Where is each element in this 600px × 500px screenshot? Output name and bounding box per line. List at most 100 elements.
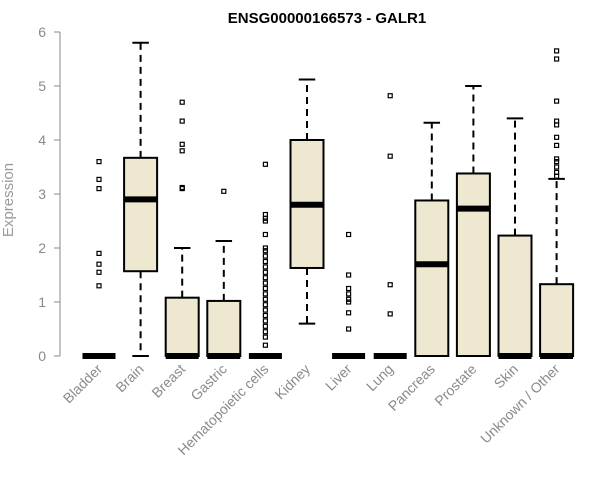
outlier-point [262,245,268,251]
outlier-point [553,98,560,104]
outlier-point [262,258,268,265]
box-bladder [82,159,116,359]
outlier-point [96,261,102,267]
outlier-point [553,169,560,175]
box-liver [332,231,366,359]
outlier-point [346,310,352,316]
category-label: Skin [491,361,522,392]
outlier-point [262,334,268,340]
outlier-point [346,231,352,238]
category-label: Prostate [431,361,479,409]
outlier-point [262,329,268,335]
outlier-point [262,285,268,292]
y-tick-label: 0 [38,348,46,364]
y-tick-label: 5 [38,78,46,94]
outlier-point [346,296,352,302]
outlier-point [262,218,268,224]
outlier-point [262,342,268,348]
box-rect [206,299,242,358]
outlier-point [179,141,185,147]
outlier-point [346,291,352,297]
category-label: Kidney [272,361,314,403]
box-pancreas [414,121,450,357]
outlier-point [179,148,185,154]
y-tick-label: 4 [38,132,46,148]
chart-title: ENSG00000166573 - GALR1 [228,10,426,27]
box-rect [414,199,450,357]
boxes-layer [82,41,575,359]
outlier-point [262,323,268,329]
box-brain [123,41,159,357]
outlier-point [346,326,352,332]
outlier-point [96,186,102,192]
category-label: Liver [322,361,355,394]
outlier-point [179,118,185,124]
outlier-point [262,161,268,167]
outlier-point [262,248,268,254]
box-breast [164,99,200,359]
outlier-point [262,280,268,286]
category-label: Breast [148,361,188,401]
box-rect [455,172,491,357]
outlier-point [553,164,560,170]
outlier-point [262,275,268,281]
outlier-point [553,134,560,140]
outlier-point [262,307,268,313]
outlier-point [262,302,268,308]
box-rect [497,234,533,357]
outlier-point [179,99,185,105]
outlier-point [262,269,268,275]
outlier-point [553,118,560,124]
y-tick-label: 1 [38,294,46,310]
category-label: Bladder [60,361,106,407]
outlier-point [553,48,560,54]
outlier-point [96,283,102,289]
outlier-point [553,159,560,165]
outlier-point [262,253,268,259]
y-tick-label: 2 [38,240,46,256]
y-tick-label: 6 [38,24,46,40]
outlier-point [262,296,268,302]
outlier-point [387,93,393,99]
box-prostate [455,85,491,357]
outlier-point [262,318,268,324]
outlier-point [387,311,393,317]
outlier-point [262,312,268,319]
outlier-point [262,291,268,297]
outlier-point [221,188,227,194]
outlier-point [346,285,352,292]
y-tick-label: 3 [38,186,46,202]
box-rect [123,156,159,273]
outlier-point [262,231,268,238]
box-skin [497,117,533,359]
outlier-point [96,269,102,275]
box-gastric [206,188,242,359]
outlier-point [553,156,560,162]
y-axis: 0 1 2 3 4 5 6 [38,24,61,364]
outlier-point [179,184,185,191]
outlier-point [553,142,560,148]
outlier-point [346,272,352,278]
category-label: Unknown / Other [477,361,563,447]
box-lung [373,93,407,359]
outlier-point [96,159,102,165]
box-unknown-other [539,48,575,359]
outlier-point [96,250,102,256]
box-hematopoietic-cells [248,161,282,359]
category-label: Lung [363,361,396,394]
box-rect [164,296,200,357]
outlier-point [262,264,268,270]
outlier-point [96,176,102,183]
y-axis-label: Expression [0,163,17,237]
box-rect [539,283,575,357]
outlier-point [346,299,352,305]
outlier-point [387,282,393,288]
box-kidney [289,78,325,325]
category-label: Brain [112,361,146,395]
outlier-point [387,153,393,159]
outlier-point [262,211,268,218]
outlier-point [553,56,560,62]
